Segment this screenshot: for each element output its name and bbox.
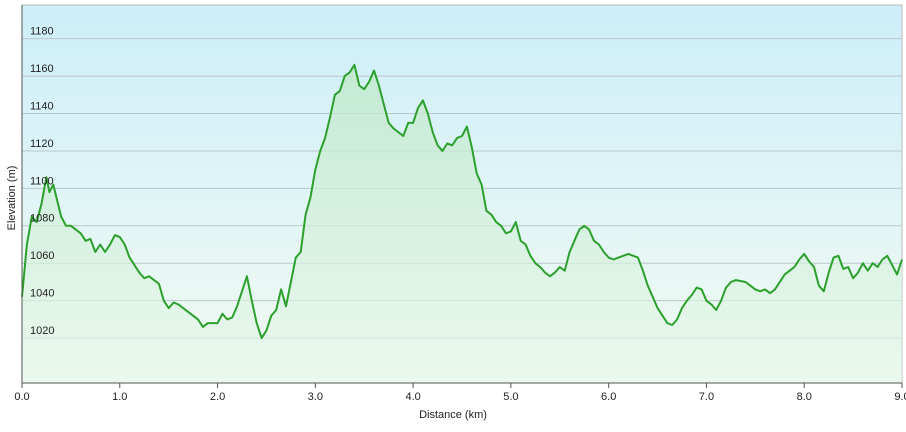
y-tick-label: 1020 xyxy=(30,325,54,337)
x-tick-label: 6.0 xyxy=(601,391,616,403)
y-tick-label: 1100 xyxy=(30,175,54,187)
x-tick-label: 0.0 xyxy=(14,391,29,403)
y-tick-label: 1040 xyxy=(30,288,54,300)
y-tick-label: 1140 xyxy=(30,100,54,112)
x-tick-label: 2.0 xyxy=(210,391,225,403)
x-tick-label: 8.0 xyxy=(797,391,812,403)
x-tick-label: 9.0 xyxy=(894,391,906,403)
y-tick-label: 1060 xyxy=(30,250,54,262)
x-tick-label: 1.0 xyxy=(112,391,127,403)
elevation-area xyxy=(22,64,902,384)
y-axis-title: Elevation (m) xyxy=(6,166,18,231)
x-tick-label: 5.0 xyxy=(503,391,518,403)
y-tick-label: 1120 xyxy=(30,138,54,150)
x-tick-label: 7.0 xyxy=(699,391,714,403)
y-tick-label: 1180 xyxy=(30,26,54,38)
x-tick-label: 3.0 xyxy=(308,391,323,403)
x-axis-title: Distance (km) xyxy=(419,409,487,421)
y-tick-label: 1080 xyxy=(30,213,54,225)
elevation-line xyxy=(21,63,903,340)
x-tick-label: 4.0 xyxy=(405,391,420,403)
y-tick-label: 1160 xyxy=(30,63,54,75)
